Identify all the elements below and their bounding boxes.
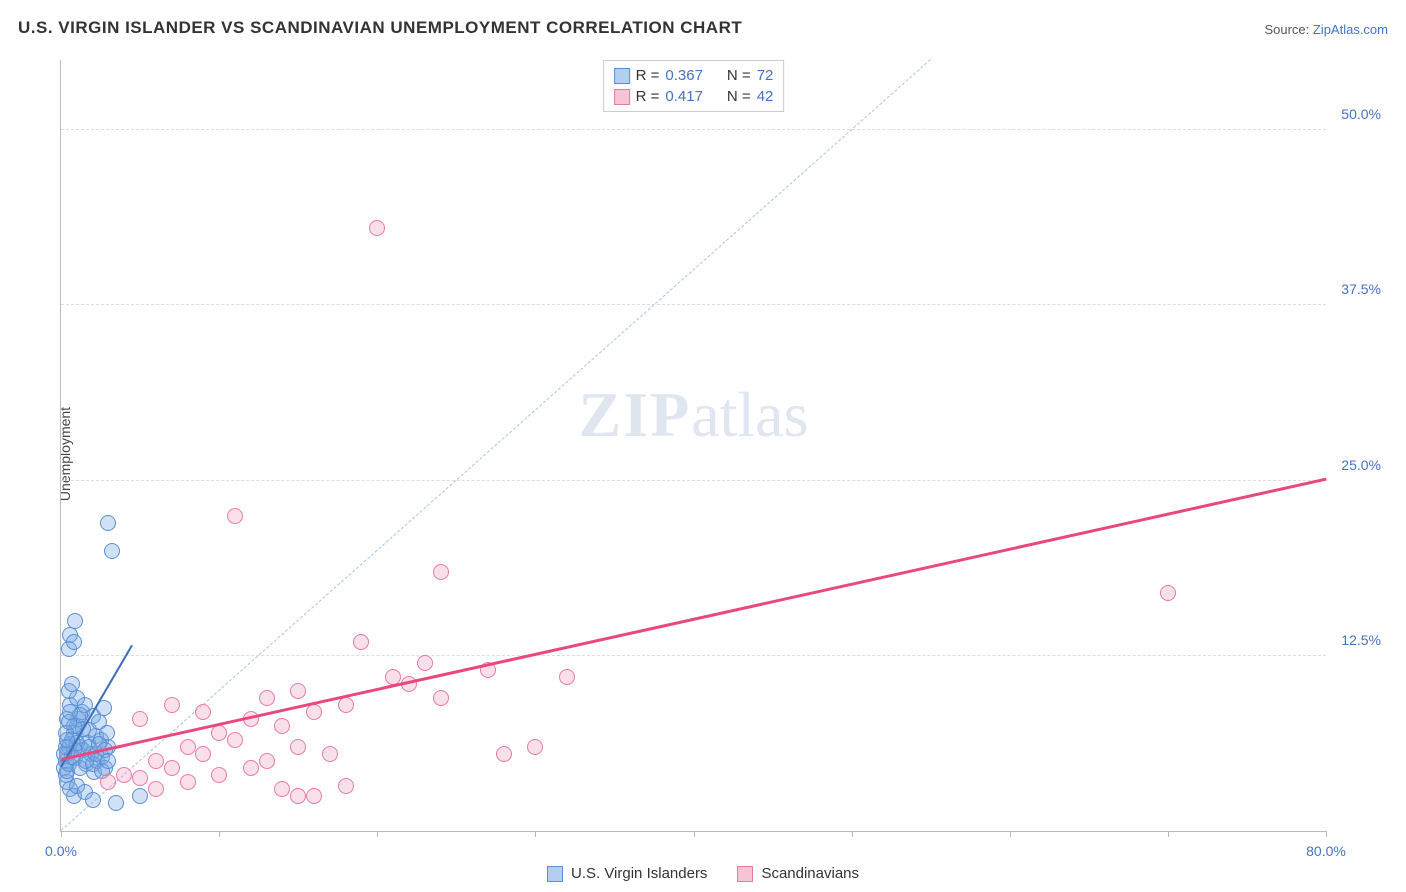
scatter-point-scan <box>211 725 227 741</box>
scatter-point-scan <box>148 781 164 797</box>
scatter-point-scan <box>306 788 322 804</box>
correlation-legend-row: R = 0.417 N = 42 <box>614 86 774 107</box>
x-tick <box>535 831 536 837</box>
scatter-point-scan <box>433 564 449 580</box>
y-tick-label: 12.5% <box>1341 632 1381 648</box>
y-tick-label: 37.5% <box>1341 281 1381 297</box>
identity-line <box>61 59 931 831</box>
legend-swatch <box>737 866 753 882</box>
scatter-point-scan <box>496 746 512 762</box>
y-tick-label: 50.0% <box>1341 106 1381 122</box>
r-value: 0.367 <box>665 67 703 84</box>
scatter-point-scan <box>306 704 322 720</box>
r-label: R = <box>636 67 660 84</box>
n-value: 72 <box>757 67 774 84</box>
scatter-point-scan <box>433 690 449 706</box>
chart-area: Unemployment ZIPatlas R =0.367N =72R =0.… <box>50 60 1386 832</box>
correlation-legend: R = 0.367 N = 72 R = 0.417 N = 42 <box>603 60 785 112</box>
x-tick <box>219 831 220 837</box>
series-legend-item: U.S. Virgin Islanders <box>547 865 707 882</box>
scatter-point-scan <box>195 746 211 762</box>
gridline-h <box>61 655 1326 656</box>
scatter-point-usvi <box>100 753 116 769</box>
source-attribution: Source: ZipAtlas.com <box>1264 22 1388 37</box>
scatter-point-scan <box>322 746 338 762</box>
x-tick-label: 0.0% <box>45 843 77 859</box>
legend-swatch <box>614 89 630 105</box>
scatter-point-scan <box>353 634 369 650</box>
scatter-point-scan <box>527 739 543 755</box>
scatter-point-usvi <box>100 515 116 531</box>
scatter-point-scan <box>180 739 196 755</box>
scatter-point-usvi <box>64 676 80 692</box>
scatter-point-usvi <box>132 788 148 804</box>
trendline-scan <box>61 478 1327 761</box>
scatter-point-usvi <box>108 795 124 811</box>
x-tick <box>1168 831 1169 837</box>
scatter-point-scan <box>132 770 148 786</box>
scatter-point-scan <box>290 739 306 755</box>
scatter-point-scan <box>1160 585 1176 601</box>
r-value: 0.417 <box>665 88 703 105</box>
scatter-point-scan <box>369 220 385 236</box>
scatter-point-scan <box>227 732 243 748</box>
x-tick-label: 80.0% <box>1306 843 1346 859</box>
scatter-point-scan <box>259 753 275 769</box>
scatter-point-scan <box>227 508 243 524</box>
r-label: R = <box>636 88 660 105</box>
n-value: 42 <box>757 88 774 105</box>
scatter-point-scan <box>274 781 290 797</box>
n-label: N = <box>727 88 751 105</box>
chart-title: U.S. VIRGIN ISLANDER VS SCANDINAVIAN UNE… <box>18 18 742 38</box>
series-legend: U.S. Virgin Islanders Scandinavians <box>547 865 859 882</box>
x-tick <box>61 831 62 837</box>
y-tick-label: 25.0% <box>1341 457 1381 473</box>
n-label: N = <box>727 67 751 84</box>
series-legend-label: Scandinavians <box>761 865 859 882</box>
scatter-point-scan <box>417 655 433 671</box>
scatter-point-scan <box>164 697 180 713</box>
scatter-point-usvi <box>85 792 101 808</box>
scatter-point-scan <box>195 704 211 720</box>
gridline-h <box>61 129 1326 130</box>
scatter-point-usvi <box>67 613 83 629</box>
legend-swatch <box>614 68 630 84</box>
x-tick <box>1326 831 1327 837</box>
plot-region: ZIPatlas R =0.367N =72R =0.417N =42 12.5… <box>60 60 1326 832</box>
scatter-point-scan <box>559 669 575 685</box>
scatter-point-scan <box>132 711 148 727</box>
x-tick <box>377 831 378 837</box>
scatter-point-usvi <box>104 543 120 559</box>
source-prefix: Source: <box>1264 22 1312 37</box>
watermark-atlas: atlas <box>691 379 808 450</box>
correlation-legend-row: R = 0.367 N = 72 <box>614 65 774 86</box>
scatter-point-scan <box>338 697 354 713</box>
source-link[interactable]: ZipAtlas.com <box>1313 22 1388 37</box>
scatter-point-usvi <box>62 704 78 720</box>
scatter-point-scan <box>148 753 164 769</box>
gridline-h <box>61 304 1326 305</box>
watermark: ZIPatlas <box>579 378 809 452</box>
scatter-point-scan <box>290 683 306 699</box>
scatter-point-scan <box>116 767 132 783</box>
scatter-point-scan <box>259 690 275 706</box>
x-tick <box>1010 831 1011 837</box>
x-tick <box>694 831 695 837</box>
scatter-point-scan <box>338 778 354 794</box>
scatter-point-scan <box>290 788 306 804</box>
x-tick <box>852 831 853 837</box>
series-legend-label: U.S. Virgin Islanders <box>571 865 707 882</box>
scatter-point-scan <box>180 774 196 790</box>
scatter-point-usvi <box>66 634 82 650</box>
gridline-h <box>61 480 1326 481</box>
scatter-point-scan <box>243 760 259 776</box>
legend-swatch <box>547 866 563 882</box>
scatter-point-scan <box>211 767 227 783</box>
scatter-point-scan <box>274 718 290 734</box>
scatter-point-scan <box>164 760 180 776</box>
series-legend-item: Scandinavians <box>737 865 859 882</box>
scatter-point-scan <box>100 774 116 790</box>
watermark-zip: ZIP <box>579 379 692 450</box>
